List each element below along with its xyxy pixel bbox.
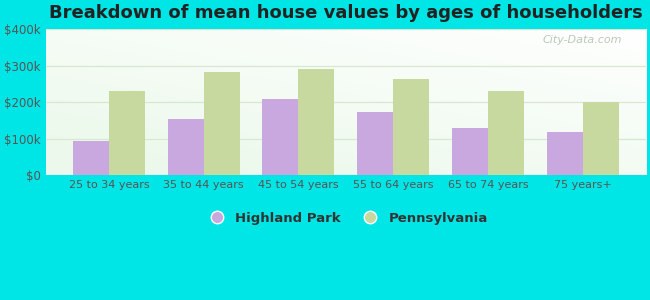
Bar <box>73 141 109 175</box>
Text: City-Data.com: City-Data.com <box>542 35 622 45</box>
Bar <box>263 99 298 176</box>
Bar <box>488 91 524 176</box>
Bar <box>393 79 429 176</box>
Bar <box>109 92 145 176</box>
Bar <box>168 119 203 176</box>
Bar <box>582 102 619 176</box>
Bar <box>203 72 240 176</box>
Bar <box>452 128 488 176</box>
Bar <box>298 69 334 176</box>
Bar <box>547 132 582 176</box>
Title: Breakdown of mean house values by ages of householders: Breakdown of mean house values by ages o… <box>49 4 643 22</box>
Legend: Highland Park, Pennsylvania: Highland Park, Pennsylvania <box>198 207 493 230</box>
Bar <box>357 112 393 176</box>
